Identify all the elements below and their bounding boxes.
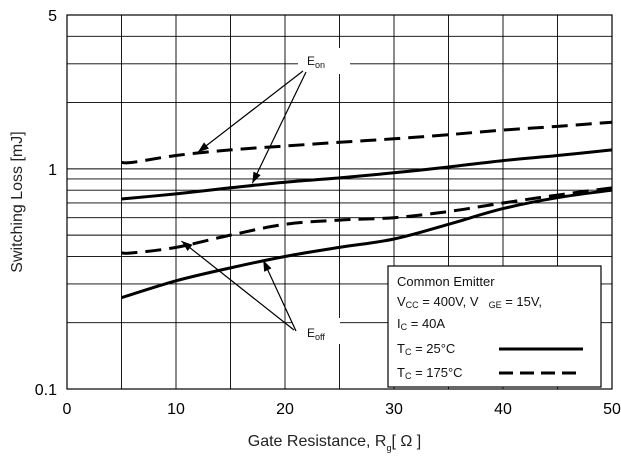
legend-25c-t: T [397, 341, 405, 356]
x-tick-label: 40 [494, 401, 512, 418]
eon-label-subscript: on [315, 60, 325, 70]
y-axis-title: Switching Loss [mJ] [9, 131, 26, 272]
eon-label: Eon [307, 54, 325, 70]
legend-25c-rest: = 25°C [411, 341, 455, 356]
eoff-label: Eoff [307, 326, 325, 342]
eoff-arrow-175c-head [181, 241, 193, 252]
eoff-arrow-25c-head [263, 260, 272, 272]
legend-entry-25c: TC = 25°C [397, 341, 455, 357]
eoff-label-subscript: off [315, 332, 325, 342]
x-tick-label: 0 [63, 401, 72, 418]
eon-label-bg [298, 48, 350, 74]
legend-entry-175c: TC = 175°C [397, 365, 463, 381]
series-line-eoff-25c [121, 188, 613, 300]
x-axis-title-main: Gate Resistance, R [248, 433, 387, 450]
x-axis-title-subscript: g [386, 443, 391, 453]
eon-annotation: Eon [197, 48, 350, 184]
eoff-arrow-25c [262, 259, 297, 332]
eoff-annotation: Eoff [181, 240, 340, 344]
eoff-arrows [181, 240, 297, 332]
legend-vge-rest: = 15V, [502, 294, 542, 309]
legend-25c-sub: C [405, 347, 412, 357]
series-line-eoff-175c [121, 186, 613, 255]
legend-ic-i: I [397, 316, 401, 331]
legend-title: Common Emitter [397, 274, 495, 289]
legend-ic: IC = 40A [397, 316, 445, 332]
legend-vcc-rest: = 400V, V [419, 294, 479, 309]
eoff-label-bg [292, 318, 340, 344]
legend-vge-sub: GE [489, 300, 502, 310]
y-tick-label: 1 [48, 162, 57, 179]
series-line-eon-175c [121, 120, 613, 165]
eon-arrow-25c-head [252, 171, 261, 184]
legend-vcc-sub: CC [406, 300, 419, 310]
eon-arrow-175c-head [197, 142, 209, 153]
legend-175c-sub: C [405, 371, 412, 381]
legend-ic-rest: = 40A [407, 316, 445, 331]
series-lines [121, 120, 613, 300]
eon-arrow-175c [197, 70, 304, 153]
x-axis-title: Gate Resistance, Rg[ Ω ] [248, 433, 422, 453]
y-tick-labels: 0.1 1 5 [35, 8, 57, 399]
series-line-eon-25c [121, 148, 613, 201]
legend-ic-sub: C [401, 322, 408, 332]
legend-175c-rest: = 175°C [411, 365, 462, 380]
eoff-label-main: E [307, 326, 315, 340]
x-tick-label: 50 [603, 401, 621, 418]
legend-175c-t: T [397, 365, 405, 380]
y-tick-label: 0.1 [35, 382, 57, 399]
eon-arrows [197, 70, 307, 184]
x-tick-label: 30 [385, 401, 403, 418]
eoff-arrow-175c [181, 240, 295, 331]
legend: Common Emitter VCC = 400V, V GE = 15V, IC… [387, 265, 602, 388]
legend-vcc-vge: VCC = 400V, V GE = 15V, [397, 294, 542, 310]
legend-box [387, 265, 602, 388]
eon-arrow-25c [251, 71, 307, 184]
x-tick-label: 20 [276, 401, 294, 418]
x-tick-labels: 0 10 20 30 40 50 [63, 401, 621, 418]
eon-label-main: E [307, 54, 315, 68]
legend-vcc-v: V [397, 294, 406, 309]
y-tick-label: 5 [48, 8, 57, 25]
plot-frame [66, 14, 613, 390]
x-tick-label: 10 [167, 401, 185, 418]
x-axis-title-unit: [ Ω ] [392, 433, 422, 450]
